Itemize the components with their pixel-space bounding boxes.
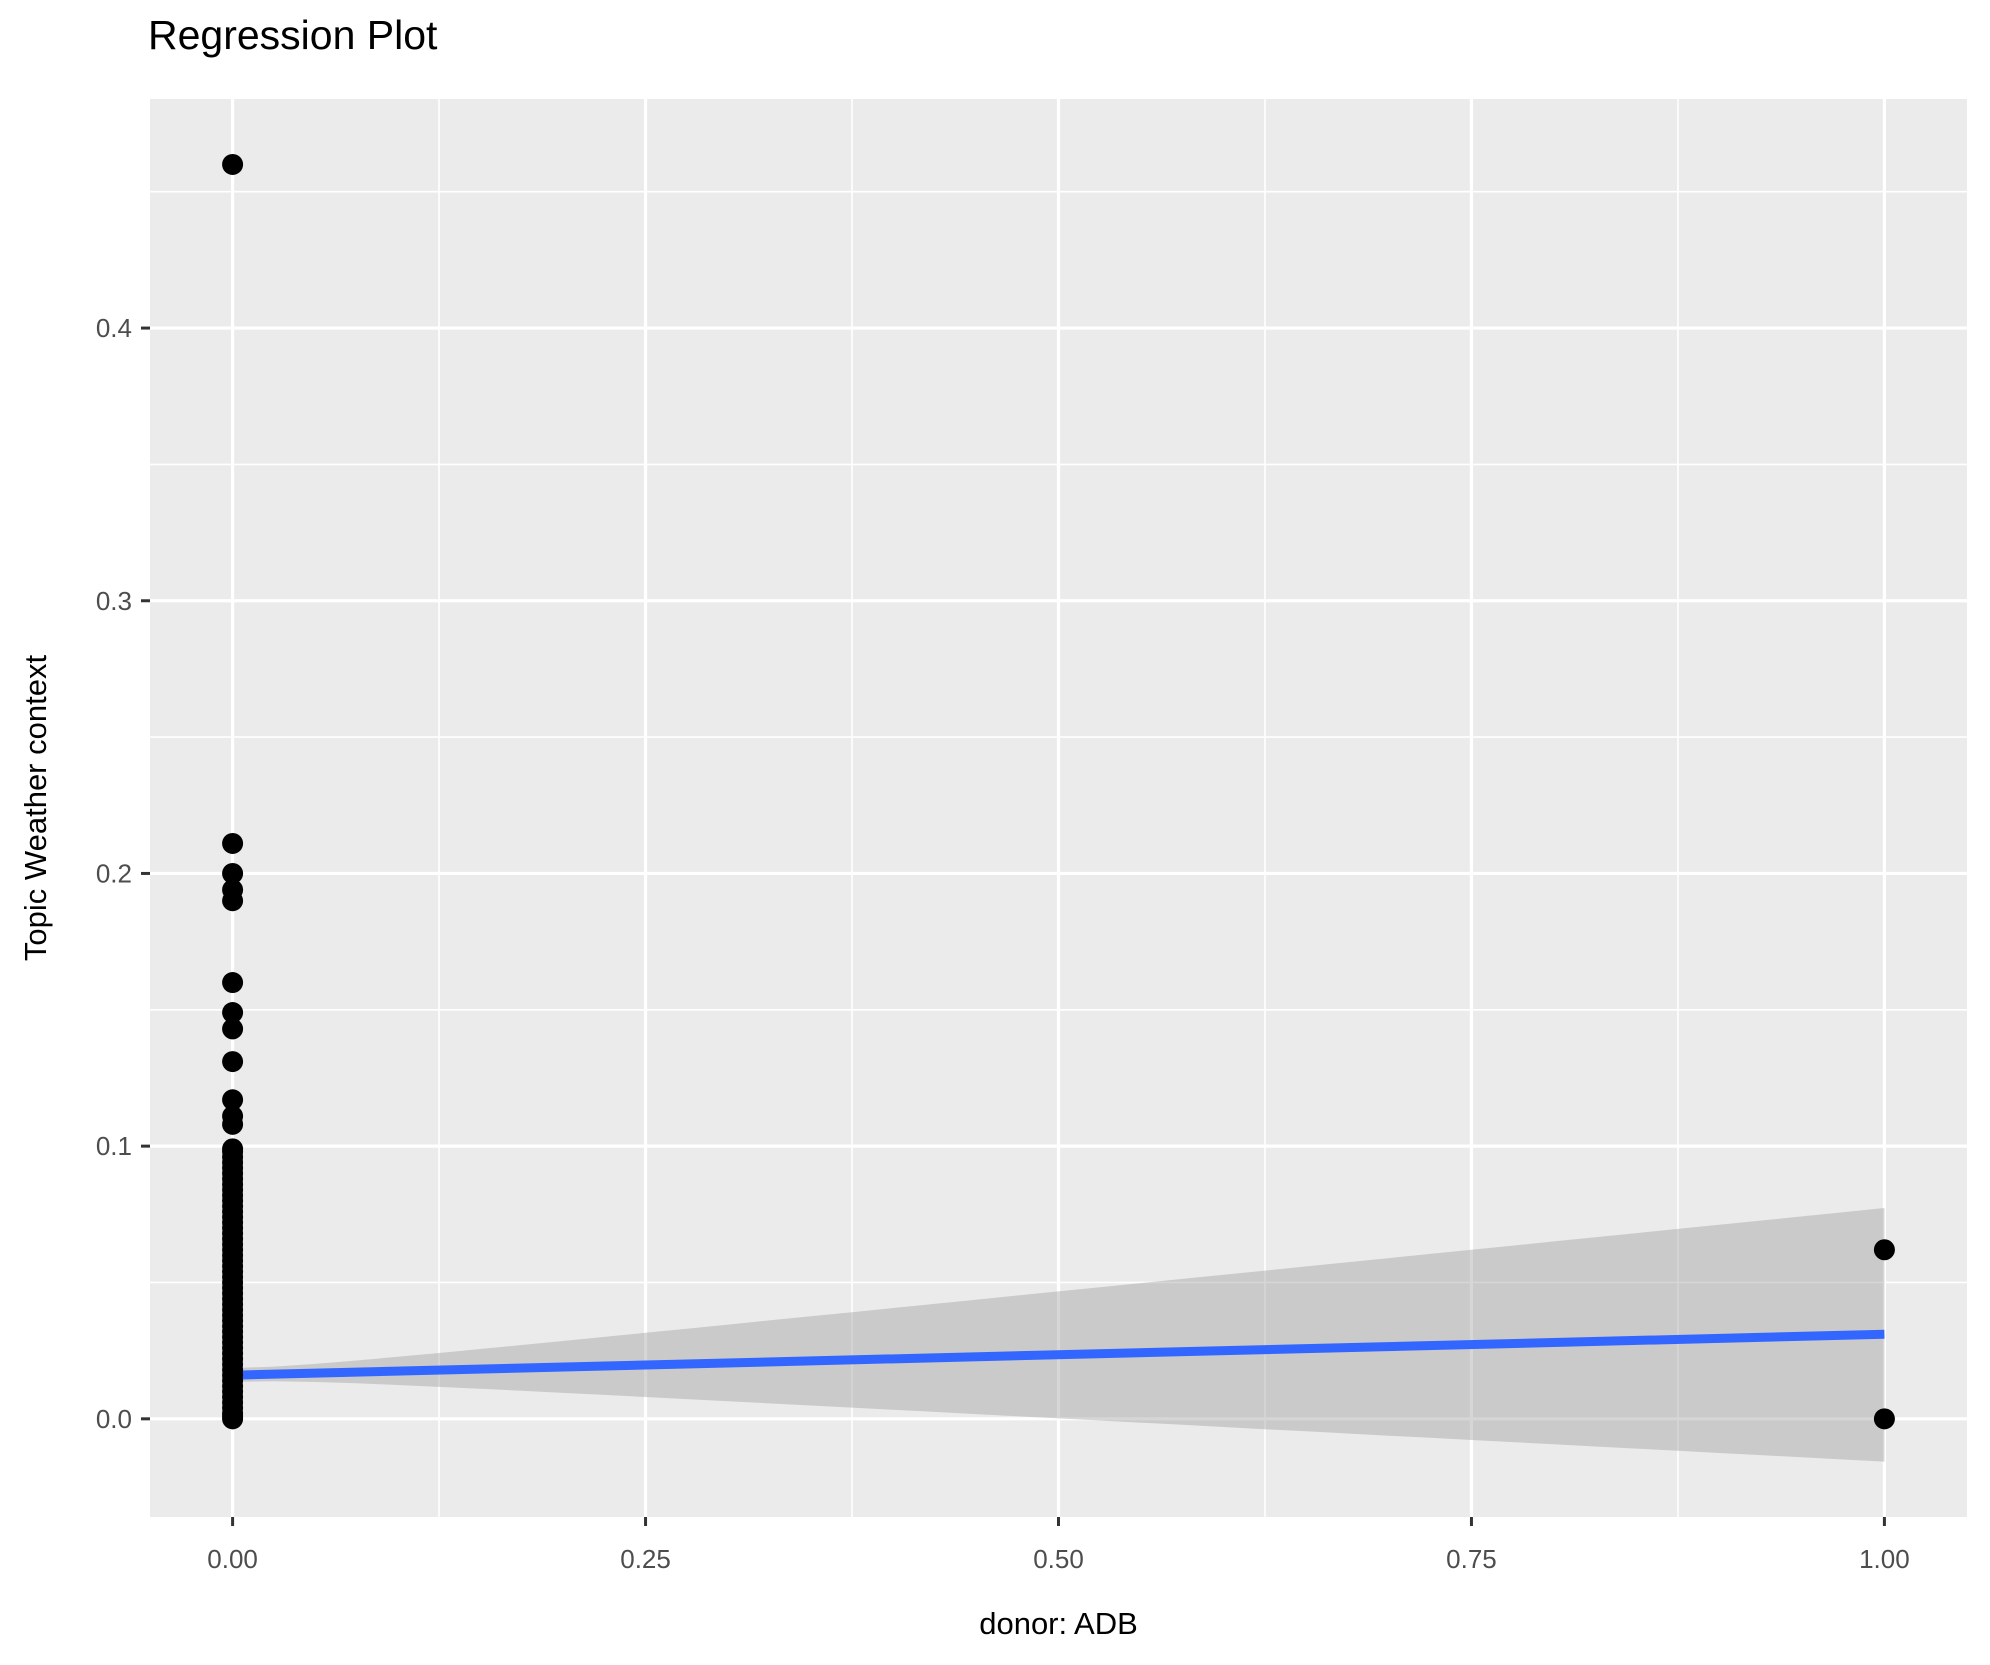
data-point (222, 1138, 244, 1160)
x-tick-label: 0.25 (620, 1544, 671, 1574)
x-tick-label: 1.00 (1859, 1544, 1910, 1574)
confidence-ribbon (232, 1208, 1885, 1462)
data-point (222, 1113, 244, 1135)
data-point (222, 862, 244, 884)
data-point (222, 1018, 244, 1040)
data-point (222, 890, 244, 912)
y-axis-title: Topic Weather context (18, 654, 53, 962)
y-tick-label: 0.1 (96, 1131, 132, 1161)
data-point (222, 972, 244, 994)
data-point (1873, 1408, 1895, 1430)
x-tick-label: 0.00 (207, 1544, 258, 1574)
y-tick-label: 0.0 (96, 1404, 132, 1434)
data-point (222, 153, 244, 175)
plot-title: Regression Plot (148, 12, 438, 58)
y-tick-label: 0.3 (96, 586, 132, 616)
data-point (222, 1051, 244, 1073)
data-point (1873, 1239, 1895, 1261)
regression-line (232, 1329, 1885, 1380)
y-tick-label: 0.2 (96, 858, 132, 888)
x-tick-label: 0.75 (1446, 1544, 1497, 1574)
x-axis-title: donor: ADB (979, 1606, 1138, 1641)
data-point (222, 1002, 244, 1024)
data-point (222, 832, 244, 854)
data-point (222, 1089, 244, 1111)
y-tick-label: 0.4 (96, 313, 132, 343)
x-tick-label: 0.50 (1033, 1544, 1084, 1574)
